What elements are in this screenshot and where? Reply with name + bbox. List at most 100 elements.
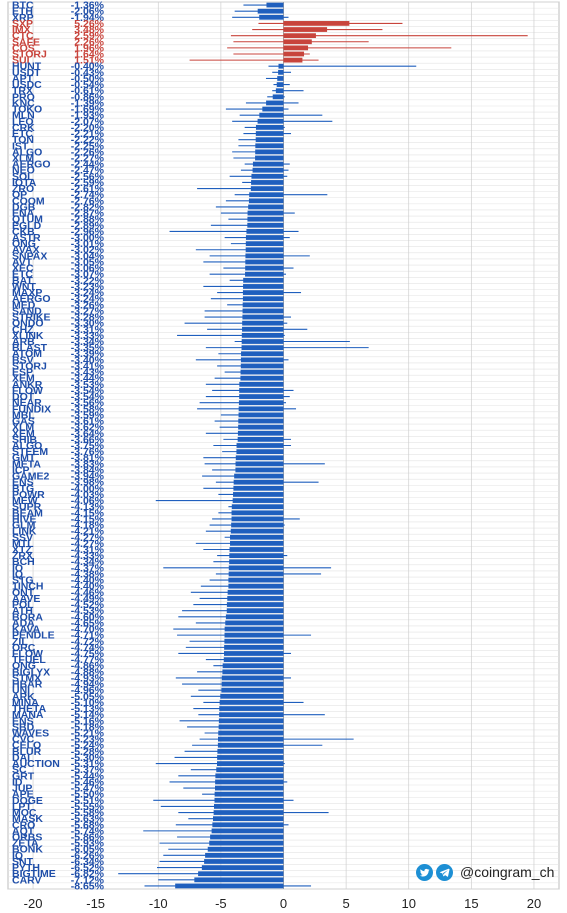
category-label: COS [12, 42, 35, 54]
data-label: -3.58% [71, 403, 105, 415]
bar [230, 528, 284, 534]
data-label: -1.94% [71, 12, 105, 24]
watermark-handle: @coingram_ch [460, 864, 555, 880]
bar [231, 510, 284, 516]
bar [250, 186, 284, 191]
category-label: AVAX [12, 244, 40, 256]
bar [242, 320, 284, 326]
data-label: -3.06% [71, 263, 105, 275]
category-label: BTG [12, 483, 34, 495]
data-label: -4.60% [71, 611, 105, 623]
data-label: -5.28% [71, 746, 105, 758]
category-label: ARK [12, 691, 35, 703]
bar [247, 216, 284, 222]
data-label: -3.66% [71, 434, 105, 446]
bar [214, 791, 284, 797]
data-label: 1.96% [74, 42, 104, 54]
category-label: AQT [12, 825, 35, 837]
data-label: 2.26% [74, 36, 104, 48]
category-label: IQ [12, 850, 23, 862]
x-tick-label: 5 [342, 896, 349, 911]
data-label: -2.88% [71, 214, 105, 226]
bar [233, 485, 284, 491]
category-label: ZRO [12, 183, 34, 195]
bar [240, 369, 284, 375]
data-label: -3.56% [71, 397, 105, 409]
data-label: -3.44% [71, 373, 105, 385]
category-label: ESP [12, 367, 33, 379]
data-label: -3.81% [71, 452, 105, 464]
data-label: -5.63% [71, 813, 105, 825]
data-label: -4.88% [71, 666, 105, 678]
category-label: POL [12, 599, 34, 611]
category-label: USDT [12, 67, 41, 79]
data-label: -3.26% [71, 299, 105, 311]
bar [233, 479, 284, 485]
data-label: -3.24% [71, 287, 105, 299]
data-label: -4.03% [71, 489, 105, 501]
bar [255, 131, 284, 136]
category-label: KAVA [12, 624, 41, 636]
data-label: -3.00% [71, 232, 105, 244]
bar [239, 388, 284, 393]
category-label: SC [12, 764, 27, 776]
data-label: 1.51% [74, 55, 104, 67]
category-label: PYTH [12, 862, 40, 874]
category-label: META [12, 458, 41, 470]
data-label: -4.13% [71, 501, 105, 513]
data-label: -6.26% [71, 850, 105, 862]
category-label: AAVE [12, 593, 40, 605]
category-label: ADA [12, 617, 35, 629]
bar [201, 865, 284, 870]
data-label: -4.86% [71, 660, 105, 672]
category-label: CARV [12, 874, 42, 886]
category-label: PRO [12, 91, 35, 103]
category-label: STEEM [12, 446, 48, 458]
bar [283, 27, 328, 32]
bar [237, 430, 284, 436]
category-label: BONK [12, 844, 43, 856]
data-label: -5.05% [71, 691, 105, 703]
bar [243, 284, 284, 289]
bar [225, 614, 284, 620]
bar [224, 632, 284, 638]
category-label: GAS [12, 416, 35, 428]
data-label: -0.40% [71, 61, 105, 73]
data-label: -3.40% [71, 354, 105, 366]
category-label: THETA [12, 703, 47, 715]
category-label: ARB [12, 336, 35, 348]
category-label: HIVE [12, 513, 37, 525]
data-label: -4.40% [71, 575, 105, 587]
bar [241, 333, 284, 338]
bar [229, 553, 284, 558]
data-label: -3.22% [71, 275, 105, 287]
bar [213, 810, 284, 815]
data-label: -6.34% [71, 856, 105, 868]
data-label: -5.24% [71, 740, 105, 752]
telegram-icon[interactable] [436, 863, 453, 881]
bar [175, 883, 284, 889]
data-label: -2.89% [71, 220, 105, 232]
twitter-icon[interactable] [416, 863, 433, 881]
data-label: -3.61% [71, 416, 105, 428]
category-label: SBD [12, 721, 35, 733]
data-label: -4.94% [71, 679, 105, 691]
data-label: -2.06% [71, 6, 105, 18]
bar [249, 192, 284, 198]
data-label: 2.59% [74, 30, 104, 42]
category-label: IOTA [12, 177, 37, 189]
data-label: -0.43% [71, 67, 105, 79]
category-label: ANKR [12, 379, 43, 391]
category-label: MAXP [12, 287, 42, 299]
data-label: -2.27% [71, 152, 105, 164]
data-label: -1.39% [71, 97, 105, 109]
data-label: -4.40% [71, 581, 105, 593]
bar [218, 718, 284, 724]
bar [194, 877, 284, 883]
data-label: -5.44% [71, 770, 105, 782]
category-label: STRIKE [12, 312, 51, 324]
category-label: FLOW [12, 385, 43, 397]
data-label: 5.26% [74, 18, 104, 30]
category-label: STORJ [12, 360, 47, 372]
bar [236, 443, 284, 448]
